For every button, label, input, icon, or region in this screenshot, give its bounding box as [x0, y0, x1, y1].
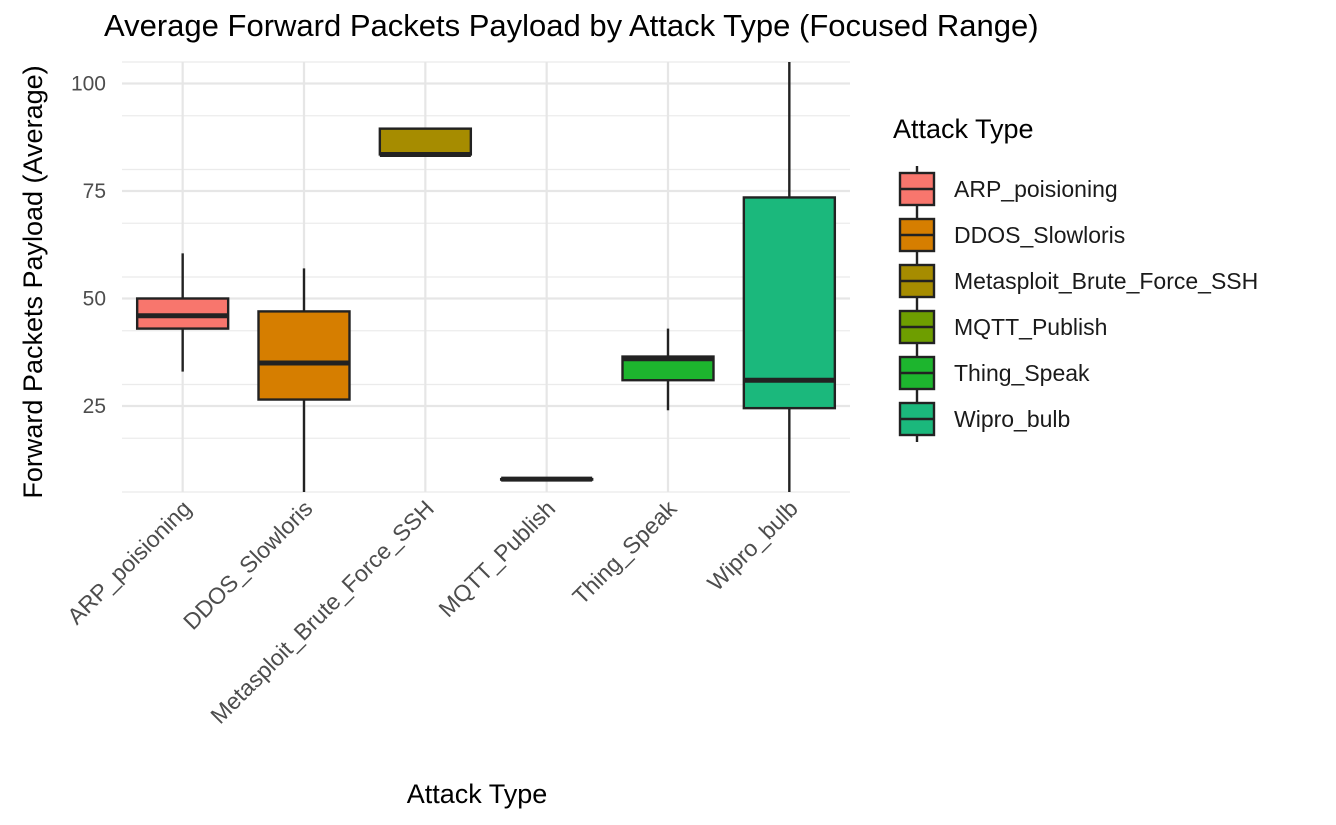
x-tick-label: Wipro_bulb: [702, 495, 803, 596]
legend-key: [898, 350, 936, 396]
x-tick-label: Metasploit_Brute_Force_SSH: [205, 495, 439, 729]
legend-item: Metasploit_Brute_Force_SSH: [893, 258, 1258, 304]
legend-label: Metasploit_Brute_Force_SSH: [954, 267, 1259, 294]
y-axis-ticks: 25 50 75 100: [71, 73, 106, 419]
legend-key: [898, 258, 936, 304]
legend-label: ARP_poisioning: [954, 175, 1118, 202]
legend-label: Thing_Speak: [954, 359, 1090, 386]
box-Metasploit_Brute_Force_SSH: [378, 127, 473, 157]
legend: Attack Type ARP_poisioning DDOS_Slowloris…: [893, 114, 1258, 442]
x-tick-label: DDOS_Slowloris: [178, 495, 317, 634]
box-MQTT_Publish: [499, 476, 594, 482]
legend-title: Attack Type: [893, 114, 1034, 144]
legend-key: [898, 166, 936, 212]
box-series: [135, 62, 837, 492]
legend-item: Thing_Speak: [893, 350, 1258, 396]
x-tick-label: ARP_poisioning: [62, 495, 196, 629]
legend-key: [898, 212, 936, 258]
box-Wipro_bulb: [742, 62, 837, 492]
y-tick-label: 50: [83, 288, 106, 311]
y-tick-label: 100: [71, 73, 106, 96]
box-DDOS_Slowloris: [257, 268, 351, 492]
box-body: [742, 196, 837, 410]
y-tick-label: 25: [83, 395, 106, 418]
legend-label: Wipro_bulb: [954, 405, 1071, 432]
box-body: [257, 310, 351, 401]
legend-key: [898, 304, 936, 350]
x-tick-label: MQTT_Publish: [433, 495, 560, 622]
box-ARP_poisioning: [135, 253, 230, 372]
x-axis-label: Attack Type: [407, 779, 548, 809]
legend-item: ARP_poisioning: [893, 166, 1258, 212]
legend-items: ARP_poisioning DDOS_Slowloris Metasploit_B…: [893, 166, 1258, 442]
legend-item: Wipro_bulb: [893, 396, 1258, 442]
legend-label: DDOS_Slowloris: [954, 221, 1126, 248]
chart-title: Average Forward Packets Payload by Attac…: [104, 8, 1039, 43]
legend-item: MQTT_Publish: [893, 304, 1258, 350]
box-Thing_Speak: [621, 328, 715, 411]
x-axis-ticks: ARP_poisioningDDOS_SlowlorisMetasploit_B…: [62, 495, 803, 729]
chart-plot: 25 50 75 100 ARP_poisioningDDOS_SlowlorisMe…: [18, 61, 850, 809]
legend-key: [898, 396, 936, 442]
legend-label: MQTT_Publish: [954, 313, 1108, 340]
box-body: [378, 127, 473, 156]
y-tick-label: 75: [83, 180, 106, 203]
legend-item: DDOS_Slowloris: [893, 212, 1258, 258]
x-tick-label: Thing_Speak: [567, 495, 682, 610]
minor-gridlines: [122, 61, 850, 493]
y-axis-label: Forward Packets Payload (Average): [18, 65, 48, 498]
